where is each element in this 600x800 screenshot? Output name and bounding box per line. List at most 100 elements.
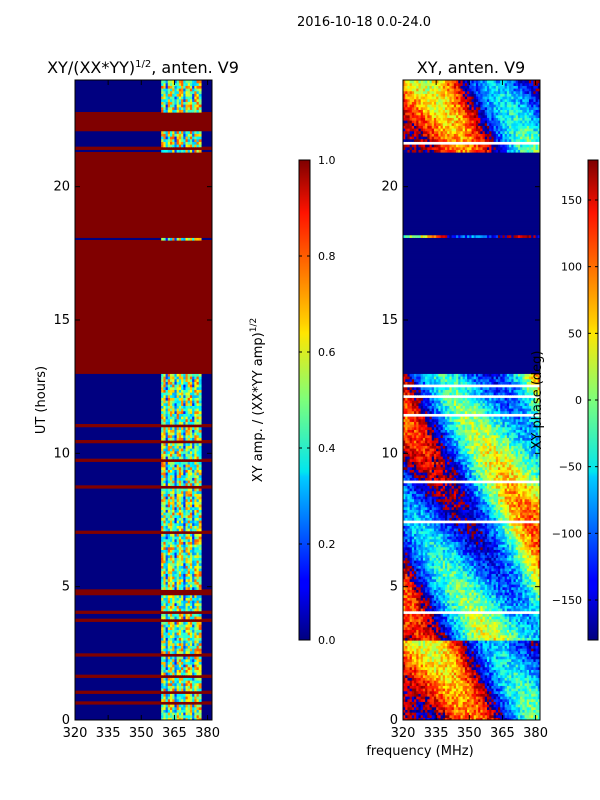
panel1-cell — [172, 138, 176, 142]
panel1-cell — [187, 602, 191, 606]
panel1-cell — [170, 562, 173, 566]
panel2-cell — [462, 685, 466, 689]
panel2-cell — [482, 642, 486, 646]
panel2-cell — [431, 634, 435, 638]
panel2-cell — [528, 669, 532, 673]
panel2-cell — [524, 650, 528, 654]
panel2-cell — [526, 632, 530, 636]
panel2-cell — [405, 666, 409, 670]
panel1-cell — [174, 586, 178, 590]
panel1-cell — [170, 650, 173, 654]
panel2-cell — [442, 685, 446, 689]
panel1-cell — [172, 416, 176, 420]
panel2-cell — [524, 672, 528, 676]
panel1-cell — [187, 522, 191, 526]
panel2-cell — [451, 656, 455, 660]
panel2-cell — [537, 698, 540, 702]
panel1-cell — [198, 493, 202, 497]
panel2-cell — [403, 642, 406, 646]
panel2-cell — [509, 704, 512, 708]
panel2-cell — [425, 618, 428, 622]
panel2-cell — [491, 709, 495, 713]
panel1-cell — [161, 400, 164, 404]
panel1-cell — [183, 82, 187, 86]
panel2-cell — [464, 634, 468, 638]
panel2-cell — [533, 682, 537, 686]
panel1-cell — [185, 664, 189, 668]
panel2-cell — [495, 626, 499, 630]
panel2-cell — [422, 653, 426, 657]
panel1-cell — [178, 669, 182, 673]
panel1-cell — [163, 93, 167, 97]
panel2-cell — [520, 648, 523, 652]
panel1-cell — [170, 528, 173, 532]
panel2-cell — [502, 656, 506, 660]
panel1-cell — [163, 528, 167, 532]
panel1-cell — [172, 464, 176, 468]
panel2-cell — [500, 661, 504, 665]
panel1-cell — [198, 400, 202, 404]
panel2-cell — [451, 698, 455, 702]
panel2-cell — [495, 693, 499, 697]
panel2-cell — [513, 696, 517, 700]
panel1-cell — [187, 405, 191, 409]
panel2-cell — [422, 696, 426, 700]
panel2-cell — [409, 677, 413, 681]
panel1-cell — [198, 714, 202, 718]
panel1-cell — [178, 392, 182, 396]
panel1-cell — [163, 138, 167, 142]
panel1-cell — [163, 626, 167, 630]
panel1-cell — [163, 88, 167, 92]
panel2-cell — [486, 640, 490, 644]
panel2-cell — [531, 642, 534, 646]
panel1-cell — [163, 149, 167, 153]
panel2-cell — [403, 669, 406, 673]
panel2-cell — [440, 672, 444, 676]
panel1-cell — [174, 418, 178, 422]
panel2-cell — [475, 661, 479, 665]
panel2-cell — [524, 704, 528, 708]
panel1-cell — [172, 384, 176, 388]
panel1-cell — [172, 376, 176, 380]
panel2-cell — [509, 637, 512, 641]
panel2-cell — [482, 640, 486, 644]
panel2-cell — [522, 682, 526, 686]
panel1-cell — [163, 552, 167, 556]
panel2-cell — [440, 661, 444, 665]
panel1-cell — [194, 96, 198, 100]
panel2-cell — [535, 693, 539, 697]
panel1-cell — [176, 709, 180, 713]
panel2-cell — [495, 656, 499, 660]
panel1-cell — [192, 528, 195, 532]
panel2-cell — [431, 650, 435, 654]
panel1-cell — [165, 461, 169, 465]
panel2-cell — [511, 629, 515, 633]
panel1-cell — [196, 474, 200, 478]
panel2-cell — [531, 677, 534, 681]
panel1-cell — [167, 384, 171, 388]
panel2-cell — [478, 634, 481, 638]
panel2-cell — [495, 645, 499, 649]
panel2-cell — [493, 629, 497, 633]
panel1-cell — [170, 648, 173, 652]
panel2-cell — [407, 688, 411, 692]
panel1-cell — [194, 98, 198, 102]
panel2-cell — [442, 629, 446, 633]
panel1-saturated-row — [75, 272, 212, 276]
panel1-cell — [183, 474, 187, 478]
panel2-cell — [464, 645, 468, 649]
panel2-cell — [418, 618, 422, 622]
panel1-cell — [172, 698, 176, 702]
panel2-cell — [495, 674, 499, 678]
panel2-cell — [425, 680, 428, 684]
panel2-cell — [482, 717, 486, 720]
panel1-cell — [185, 570, 189, 574]
panel2-cell — [486, 664, 490, 668]
panel2-cell — [409, 664, 413, 668]
panel1-cell — [192, 626, 195, 630]
panel1-saturated-row — [75, 122, 212, 126]
panel1-cell — [185, 402, 189, 406]
panel1-cell — [196, 461, 200, 465]
panel1-cell — [181, 706, 184, 710]
panel1-ytick-label: 5 — [62, 580, 70, 595]
